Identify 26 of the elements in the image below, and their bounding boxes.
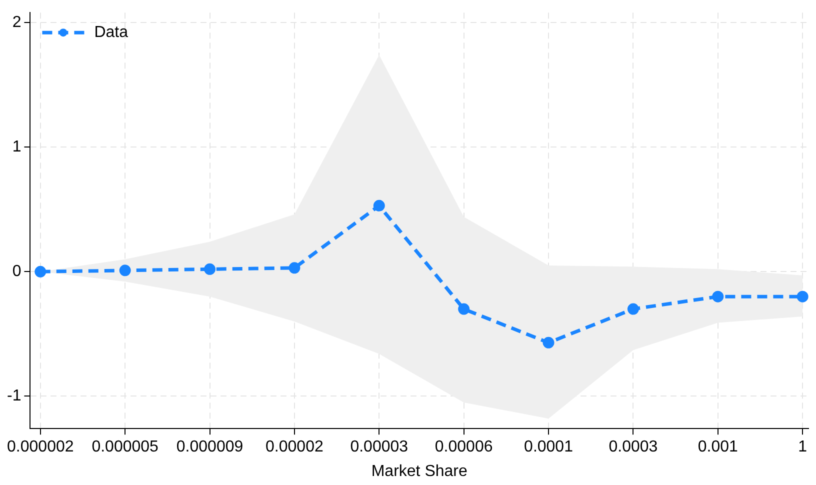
x-tick-label: 0.000005 xyxy=(92,438,159,456)
x-tick-label: 0.000009 xyxy=(176,438,244,456)
x-tick-label: 0.0003 xyxy=(608,438,658,456)
x-axis-title: Market Share xyxy=(371,462,468,480)
point xyxy=(627,303,639,315)
x-tick-label: 0.000002 xyxy=(7,438,74,456)
y-tick-label: 1 xyxy=(12,138,22,156)
x-tick-label: 0.00006 xyxy=(434,438,493,456)
y-tick-label: 0 xyxy=(12,263,22,280)
y-tick-label: -1 xyxy=(6,388,22,405)
x-tick-label: 1 xyxy=(798,438,808,456)
legend-label: Data xyxy=(94,24,128,42)
y-tick-label: 2 xyxy=(12,14,22,31)
x-tick-label: 0.00002 xyxy=(266,438,324,456)
point xyxy=(712,290,724,302)
x-tick-label: 0.0001 xyxy=(524,438,574,456)
point xyxy=(458,303,470,315)
point xyxy=(119,264,131,276)
point xyxy=(542,336,554,348)
point xyxy=(204,263,216,275)
point xyxy=(288,262,300,274)
x-tick-label: 0.00003 xyxy=(350,438,408,456)
point xyxy=(373,200,385,212)
point xyxy=(796,290,808,302)
x-tick-label: 0.001 xyxy=(698,438,738,456)
point xyxy=(34,266,46,278)
